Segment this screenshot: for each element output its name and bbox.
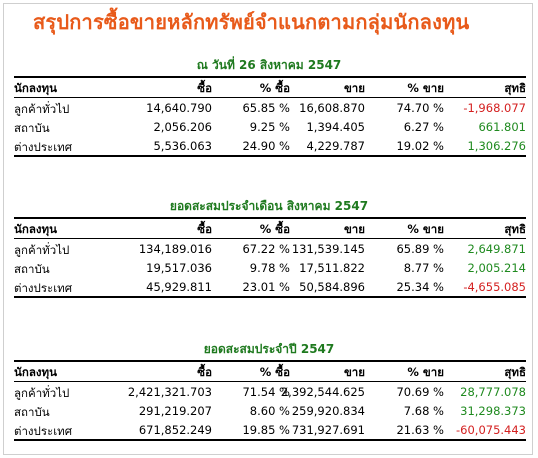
header-buy: ซื้อ (197, 81, 212, 95)
sell-value-cell: 131,539.145 (291, 242, 365, 256)
header-sell: ขาย (343, 365, 365, 379)
sell-value-cell: 731,927.691 (291, 423, 365, 437)
sell-percent-cell: 6.27 % (403, 120, 444, 134)
table-row: ลูกค้าทั่วไป 134,189.016 67.22 % 131,539.14… (14, 239, 526, 258)
header-buy: ซื้อ (197, 365, 212, 379)
header-investor: นักลงทุน (14, 222, 57, 236)
header-sell-pct: % ขาย (407, 365, 444, 379)
summary-table: นักลงทุน ซื้อ % ซื้อ ขาย % ขาย สุทธิลูกค้าทั่… (14, 76, 526, 157)
sell-percent-cell: 74.70 % (396, 101, 444, 115)
header-investor: นักลงทุน (14, 365, 57, 379)
buy-value-cell: 2,421,321.703 (127, 385, 212, 399)
net-value-cell: 2,649.871 (467, 242, 526, 256)
sell-value-cell: 17,511.822 (299, 261, 365, 275)
sell-percent-cell: 19.02 % (396, 139, 444, 153)
investor-name-cell: สถาบัน (14, 262, 50, 276)
net-value-cell: -4,655.085 (463, 280, 526, 294)
summary-table: นักลงทุน ซื้อ % ซื้อ ขาย % ขาย สุทธิลูกค้าทั่… (14, 217, 526, 298)
sell-percent-cell: 65.89 % (396, 242, 444, 256)
buy-percent-cell: 65.85 % (242, 101, 290, 115)
page-title: สรุปการซื้อขายหลักทรัพย์จำแนกตามกลุ่มนัก… (33, 10, 470, 34)
sell-value-cell: 50,584.896 (299, 280, 365, 294)
table-header-row: นักลงทุน ซื้อ % ซื้อ ขาย % ขาย สุทธิ (14, 219, 526, 239)
summary-table: นักลงทุน ซื้อ % ซื้อ ขาย % ขาย สุทธิลูกค้าทั่… (14, 360, 526, 441)
header-sell-pct: % ขาย (407, 222, 444, 236)
net-value-cell: 1,306.276 (467, 139, 526, 153)
buy-value-cell: 14,640.790 (146, 101, 212, 115)
buy-value-cell: 671,852.249 (138, 423, 212, 437)
investor-name-cell: สถาบัน (14, 405, 50, 419)
buy-percent-cell: 9.78 % (249, 261, 290, 275)
buy-percent-cell: 23.01 % (242, 280, 290, 294)
investor-name-cell: ลูกค้าทั่วไป (14, 386, 70, 400)
sell-percent-cell: 70.69 % (396, 385, 444, 399)
investor-name-cell: สถาบัน (14, 121, 50, 135)
buy-value-cell: 45,929.811 (146, 280, 212, 294)
header-net: สุทธิ (504, 365, 526, 379)
sell-value-cell: 259,920.834 (291, 404, 365, 418)
sell-value-cell: 1,394.405 (306, 120, 365, 134)
page-frame (3, 3, 533, 455)
section-subtitle: ยอดสะสมประจำปี 2547 (203, 342, 335, 356)
sell-percent-cell: 7.68 % (403, 404, 444, 418)
net-value-cell: -60,075.443 (456, 423, 526, 437)
header-buy-pct: % ซื้อ (259, 222, 290, 236)
investor-name-cell: ต่างประเทศ (14, 424, 73, 438)
header-sell: ขาย (343, 81, 365, 95)
sell-percent-cell: 8.77 % (403, 261, 444, 275)
net-value-cell: -1,968.077 (463, 101, 526, 115)
table-row: ต่างประเทศ 45,929.811 23.01 % 50,584.896 25.… (14, 277, 526, 296)
sell-percent-cell: 25.34 % (396, 280, 444, 294)
buy-value-cell: 291,219.207 (138, 404, 212, 418)
table-row: ต่างประเทศ 671,852.249 19.85 % 731,927.691 2… (14, 420, 526, 439)
table-row: ลูกค้าทั่วไป 2,421,321.703 71.54 % 2,392,54… (14, 382, 526, 401)
header-buy-pct: % ซื้อ (259, 81, 290, 95)
buy-value-cell: 2,056.206 (153, 120, 212, 134)
header-buy: ซื้อ (197, 222, 212, 236)
investor-name-cell: ต่างประเทศ (14, 281, 73, 295)
sell-value-cell: 4,229.787 (306, 139, 365, 153)
sell-percent-cell: 21.63 % (396, 423, 444, 437)
buy-percent-cell: 24.90 % (242, 139, 290, 153)
table-row: สถาบัน 19,517.036 9.78 % 17,511.822 8.77 % 2,… (14, 258, 526, 277)
investor-name-cell: ลูกค้าทั่วไป (14, 243, 70, 257)
net-value-cell: 2,005.214 (467, 261, 526, 275)
buy-percent-cell: 9.25 % (249, 120, 290, 134)
header-sell: ขาย (343, 222, 365, 236)
sell-value-cell: 16,608.870 (299, 101, 365, 115)
sell-value-cell: 2,392,544.625 (280, 385, 365, 399)
table-header-row: นักลงทุน ซื้อ % ซื้อ ขาย % ขาย สุทธิ (14, 362, 526, 382)
header-net: สุทธิ (504, 81, 526, 95)
table-header-row: นักลงทุน ซื้อ % ซื้อ ขาย % ขาย สุทธิ (14, 78, 526, 98)
table-row: สถาบัน 291,219.207 8.60 % 259,920.834 7.68 %… (14, 401, 526, 420)
header-investor: นักลงทุน (14, 81, 57, 95)
investor-name-cell: ลูกค้าทั่วไป (14, 102, 70, 116)
buy-percent-cell: 67.22 % (242, 242, 290, 256)
table-row: สถาบัน 2,056.206 9.25 % 1,394.405 6.27 % 661.… (14, 117, 526, 136)
table-row: ลูกค้าทั่วไป 14,640.790 65.85 % 16,608.870 7… (14, 98, 526, 117)
buy-value-cell: 134,189.016 (138, 242, 212, 256)
net-value-cell: 31,298.373 (460, 404, 526, 418)
net-value-cell: 28,777.078 (460, 385, 526, 399)
buy-percent-cell: 8.60 % (249, 404, 290, 418)
buy-percent-cell: 19.85 % (242, 423, 290, 437)
buy-percent-cell: 71.54 % (242, 385, 290, 399)
buy-value-cell: 5,536.063 (153, 139, 212, 153)
investor-name-cell: ต่างประเทศ (14, 140, 73, 154)
header-buy-pct: % ซื้อ (259, 365, 290, 379)
buy-value-cell: 19,517.036 (146, 261, 212, 275)
section-subtitle: ณ วันที่ 26 สิงหาคม 2547 (196, 58, 342, 72)
section-subtitle: ยอดสะสมประจำเดือน สิงหาคม 2547 (169, 199, 369, 213)
header-sell-pct: % ขาย (407, 81, 444, 95)
net-value-cell: 661.801 (478, 120, 526, 134)
table-row: ต่างประเทศ 5,536.063 24.90 % 4,229.787 19.02… (14, 136, 526, 155)
header-net: สุทธิ (504, 222, 526, 236)
